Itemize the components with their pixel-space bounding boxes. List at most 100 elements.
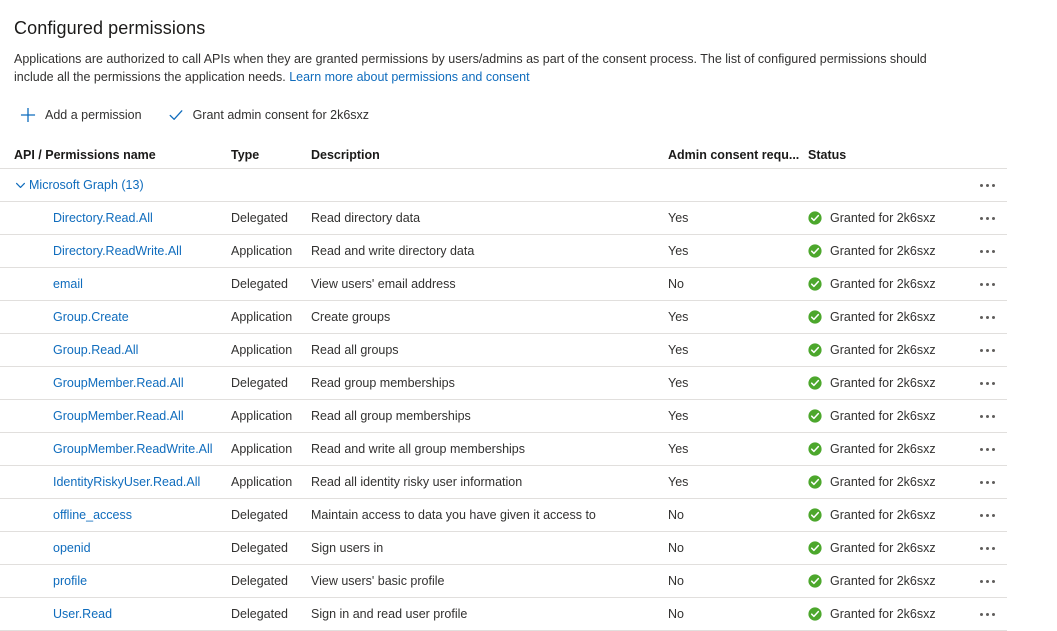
permission-description-cell: Create groups <box>311 310 391 324</box>
permission-type-cell: Delegated <box>231 508 288 522</box>
circle-check-icon <box>808 244 822 258</box>
row-divider <box>0 366 1007 367</box>
permission-status-label: Granted for 2k6sxz <box>830 343 936 357</box>
permission-name-link[interactable]: offline_access <box>53 508 132 522</box>
permission-status-cell: Granted for 2k6sxz <box>808 607 983 621</box>
ellipsis-icon <box>979 480 995 484</box>
row-context-menu-button[interactable] <box>974 499 1000 531</box>
permission-name-cell: GroupMember.ReadWrite.All <box>14 442 231 456</box>
table-row[interactable]: profile Delegated View users' basic prof… <box>0 565 1057 597</box>
circle-check-icon <box>808 310 822 324</box>
permission-name-link[interactable]: openid <box>53 541 91 555</box>
column-header-status: Status <box>808 148 847 162</box>
permission-admin-consent-cell: Yes <box>668 475 689 489</box>
table-row[interactable]: GroupMember.ReadWrite.All Application Re… <box>0 433 1057 465</box>
permission-name-link[interactable]: Group.Create <box>53 310 129 324</box>
permission-status-cell: Granted for 2k6sxz <box>808 508 983 522</box>
permission-admin-consent-cell: Yes <box>668 442 689 456</box>
table-row[interactable]: Directory.ReadWrite.All Application Read… <box>0 235 1057 267</box>
circle-check-icon <box>808 442 822 456</box>
checkmark-icon <box>168 107 184 123</box>
permission-name-link[interactable]: User.Read <box>53 607 113 621</box>
column-header-type: Type <box>231 148 260 162</box>
table-row[interactable]: Group.Create Application Create groups Y… <box>0 301 1057 333</box>
permission-description-cell: View users' email address <box>311 277 456 291</box>
table-row[interactable]: email Delegated View users' email addres… <box>0 268 1057 300</box>
row-context-menu-button[interactable] <box>974 598 1000 630</box>
permission-name-link[interactable]: GroupMember.Read.All <box>53 376 184 390</box>
row-context-menu-button[interactable] <box>974 565 1000 597</box>
row-context-menu-button[interactable] <box>974 268 1000 300</box>
table-header-row: API / Permissions name Type Description … <box>0 142 1057 168</box>
permission-admin-consent-cell: Yes <box>668 376 689 390</box>
table-row[interactable]: GroupMember.Read.All Application Read al… <box>0 400 1057 432</box>
add-permission-button[interactable]: Add a permission <box>18 105 144 125</box>
command-bar: Add a permission Grant admin consent for… <box>0 86 1057 126</box>
permission-status-label: Granted for 2k6sxz <box>830 310 936 324</box>
ellipsis-icon <box>979 348 995 352</box>
row-context-menu-button[interactable] <box>974 235 1000 267</box>
permission-name-cell: Directory.ReadWrite.All <box>14 244 231 258</box>
column-header-name: API / Permissions name <box>14 148 156 162</box>
permission-admin-consent-cell: No <box>668 277 684 291</box>
table-row[interactable]: openid Delegated Sign users in No Grante… <box>0 532 1057 564</box>
row-divider <box>0 300 1007 301</box>
row-context-menu-button[interactable] <box>974 466 1000 498</box>
permission-name-link[interactable]: Group.Read.All <box>53 343 139 357</box>
permission-description-cell: Read all identity risky user information <box>311 475 523 489</box>
permission-admin-consent-cell: No <box>668 541 684 555</box>
row-divider <box>0 465 1007 466</box>
table-row[interactable]: Group.Read.All Application Read all grou… <box>0 334 1057 366</box>
circle-check-icon <box>808 409 822 423</box>
permission-status-label: Granted for 2k6sxz <box>830 409 936 423</box>
circle-check-icon <box>808 376 822 390</box>
permission-name-link[interactable]: Directory.ReadWrite.All <box>53 244 182 258</box>
permission-name-link[interactable]: GroupMember.ReadWrite.All <box>53 442 213 456</box>
permission-status-label: Granted for 2k6sxz <box>830 244 936 258</box>
api-group-row-microsoft-graph[interactable]: Microsoft Graph (13) <box>0 169 1057 201</box>
permissions-table: API / Permissions name Type Description … <box>0 142 1057 631</box>
row-context-menu-button[interactable] <box>974 367 1000 399</box>
row-context-menu-button[interactable] <box>974 532 1000 564</box>
permission-admin-consent-cell: Yes <box>668 211 689 225</box>
row-context-menu-button[interactable] <box>974 301 1000 333</box>
page-description: Applications are authorized to call APIs… <box>0 40 1000 86</box>
row-divider <box>0 333 1007 334</box>
learn-more-link[interactable]: Learn more about permissions and consent <box>289 70 530 84</box>
permission-name-link[interactable]: Directory.Read.All <box>53 211 153 225</box>
row-context-menu-button[interactable] <box>974 202 1000 234</box>
permission-description-cell: Sign in and read user profile <box>311 607 468 621</box>
permission-description-cell: Maintain access to data you have given i… <box>311 508 596 522</box>
permission-description-cell: Read and write all group memberships <box>311 442 525 456</box>
permission-status-cell: Granted for 2k6sxz <box>808 409 983 423</box>
permission-type-cell: Delegated <box>231 376 288 390</box>
group-label: Microsoft Graph (13) <box>29 178 144 192</box>
group-expand-toggle[interactable]: Microsoft Graph (13) <box>14 178 144 192</box>
header-divider <box>0 168 1007 169</box>
permission-status-cell: Granted for 2k6sxz <box>808 376 983 390</box>
permission-type-cell: Application <box>231 244 293 258</box>
group-context-menu-button[interactable] <box>974 169 1000 201</box>
table-row[interactable]: GroupMember.Read.All Delegated Read grou… <box>0 367 1057 399</box>
permission-name-link[interactable]: email <box>53 277 83 291</box>
row-context-menu-button[interactable] <box>974 400 1000 432</box>
permission-name-link[interactable]: IdentityRiskyUser.Read.All <box>53 475 201 489</box>
row-divider <box>0 234 1007 235</box>
table-row[interactable]: User.Read Delegated Sign in and read use… <box>0 598 1057 630</box>
permission-name-cell: offline_access <box>14 508 231 522</box>
permission-name-link[interactable]: profile <box>53 574 88 588</box>
permission-name-link[interactable]: GroupMember.Read.All <box>53 409 184 423</box>
row-divider <box>0 564 1007 565</box>
grant-admin-consent-button[interactable]: Grant admin consent for 2k6sxz <box>166 105 371 125</box>
circle-check-icon <box>808 277 822 291</box>
permission-admin-consent-cell: Yes <box>668 409 689 423</box>
row-context-menu-button[interactable] <box>974 433 1000 465</box>
row-context-menu-button[interactable] <box>974 334 1000 366</box>
table-row[interactable]: offline_access Delegated Maintain access… <box>0 499 1057 531</box>
permission-type-cell: Delegated <box>231 574 288 588</box>
permission-type-cell: Application <box>231 310 293 324</box>
table-row[interactable]: IdentityRiskyUser.Read.All Application R… <box>0 466 1057 498</box>
table-row[interactable]: Directory.Read.All Delegated Read direct… <box>0 202 1057 234</box>
permission-status-label: Granted for 2k6sxz <box>830 442 936 456</box>
permission-description-cell: Read all group memberships <box>311 409 471 423</box>
